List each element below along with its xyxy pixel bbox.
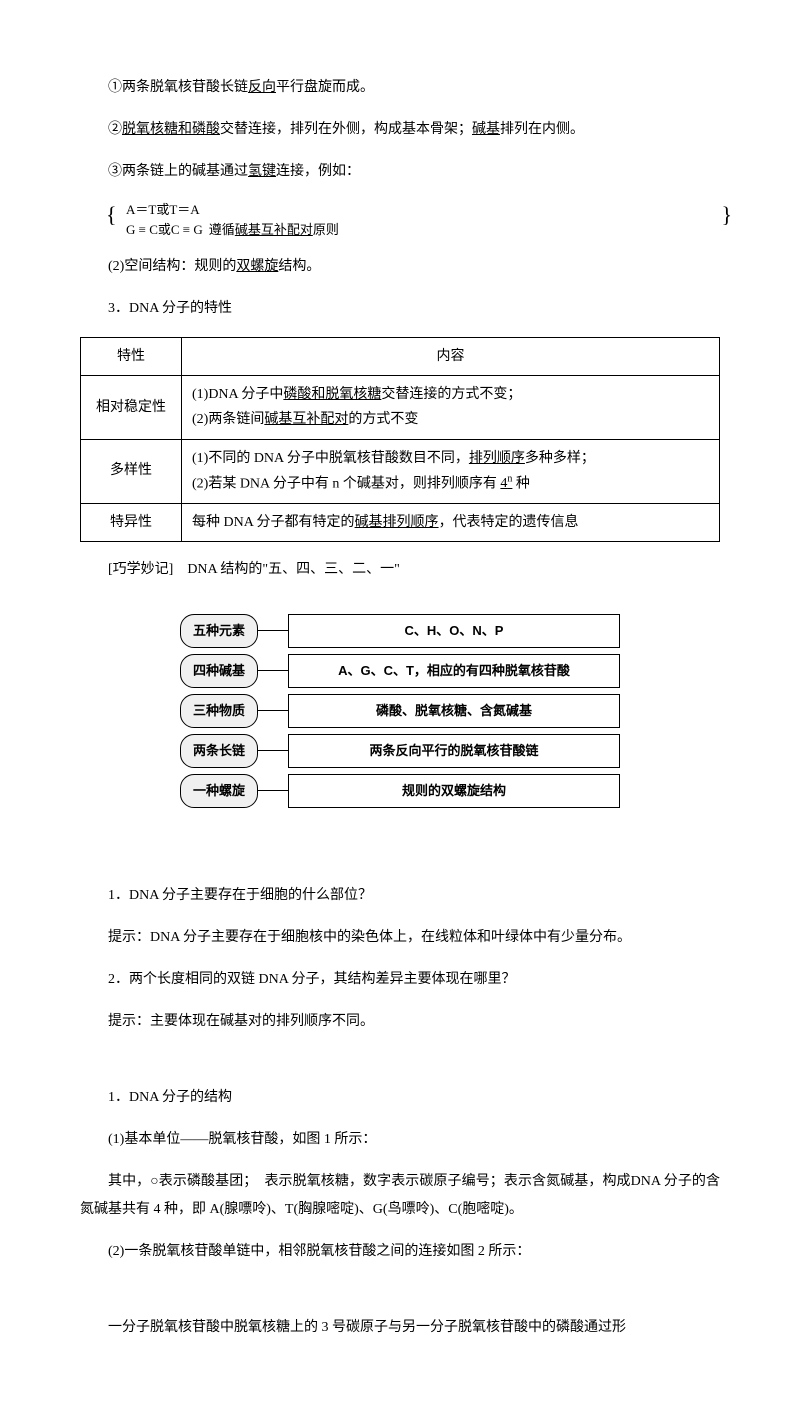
box-3: 磷酸、脱氧核糖、含氮碱基 <box>288 694 620 728</box>
tip-heading: [巧学妙记] DNA 结构的"五、四、三、二、一" <box>80 556 720 584</box>
box-2: 两条反向平行的脱氧核苷酸链 <box>288 734 620 768</box>
pill-4: 四种碱基 <box>180 654 258 688</box>
structure-diagram: 五种元素 C、H、O、N、P 四种碱基 A、G、C、T，相应的有四种脱氧核苷酸 三种… <box>180 614 620 808</box>
pill-5: 五种元素 <box>180 614 258 648</box>
cell-r2c1: 多样性 <box>81 439 182 503</box>
box-1: 规则的双螺旋结构 <box>288 774 620 808</box>
box-5: C、H、O、N、P <box>288 614 620 648</box>
answer-2: 提示：主要体现在碱基对的排列顺序不同。 <box>80 1008 720 1036</box>
pill-2: 两条长链 <box>180 734 258 768</box>
cell-r3c1: 特异性 <box>81 503 182 541</box>
section-1b: 其中，○表示磷酸基团； 表示脱氧核糖，数字表示碳原子编号；表示含氮碱基，构成DN… <box>80 1168 720 1224</box>
cell-r3c2: 每种 DNA 分子都有特定的碱基排列顺序，代表特定的遗传信息 <box>182 503 720 541</box>
cell-r1c2: (1)DNA 分子中磷酸和脱氧核糖交替连接的方式不变；(2)两条链间碱基互补配对… <box>182 376 720 439</box>
para-1: ①两条脱氧核苷酸长链反向平行盘旋而成。 <box>80 74 720 102</box>
th-2: 内容 <box>182 338 720 376</box>
brace-group: { A＝T或T＝A} G ≡ C或C ≡ G遵循碱基互补配对原则 <box>106 200 720 239</box>
pill-1: 一种螺旋 <box>180 774 258 808</box>
box-4: A、G、C、T，相应的有四种脱氧核苷酸 <box>288 654 620 688</box>
pill-3: 三种物质 <box>180 694 258 728</box>
section-1a: (1)基本单位——脱氧核苷酸，如图 1 所示： <box>80 1126 720 1154</box>
para-3: ③两条链上的碱基通过氢键连接，例如： <box>80 158 720 186</box>
para-4: (2)空间结构：规则的双螺旋结构。 <box>80 253 720 281</box>
cell-r2c2: (1)不同的 DNA 分子中脱氧核苷酸数目不同，排列顺序多种多样；(2)若某 D… <box>182 439 720 503</box>
para-2: ②脱氧核糖和磷酸交替连接，排列在外侧，构成基本骨架；碱基排列在内侧。 <box>80 116 720 144</box>
section-1: 1．DNA 分子的结构 <box>80 1084 720 1112</box>
properties-table: 特性内容 相对稳定性(1)DNA 分子中磷酸和脱氧核糖交替连接的方式不变；(2)… <box>80 337 720 542</box>
section-1c: (2)一条脱氧核苷酸单链中，相邻脱氧核苷酸之间的连接如图 2 所示： <box>80 1238 720 1266</box>
answer-1: 提示：DNA 分子主要存在于细胞核中的染色体上，在线粒体和叶绿体中有少量分布。 <box>80 924 720 952</box>
th-1: 特性 <box>81 338 182 376</box>
section-1d: 一分子脱氧核苷酸中脱氧核糖上的 3 号碳原子与另一分子脱氧核苷酸中的磷酸通过形 <box>80 1314 720 1342</box>
cell-r1c1: 相对稳定性 <box>81 376 182 439</box>
question-1: 1．DNA 分子主要存在于细胞的什么部位？ <box>80 882 720 910</box>
heading-3: 3．DNA 分子的特性 <box>80 295 720 323</box>
question-2: 2．两个长度相同的双链 DNA 分子，其结构差异主要体现在哪里？ <box>80 966 720 994</box>
